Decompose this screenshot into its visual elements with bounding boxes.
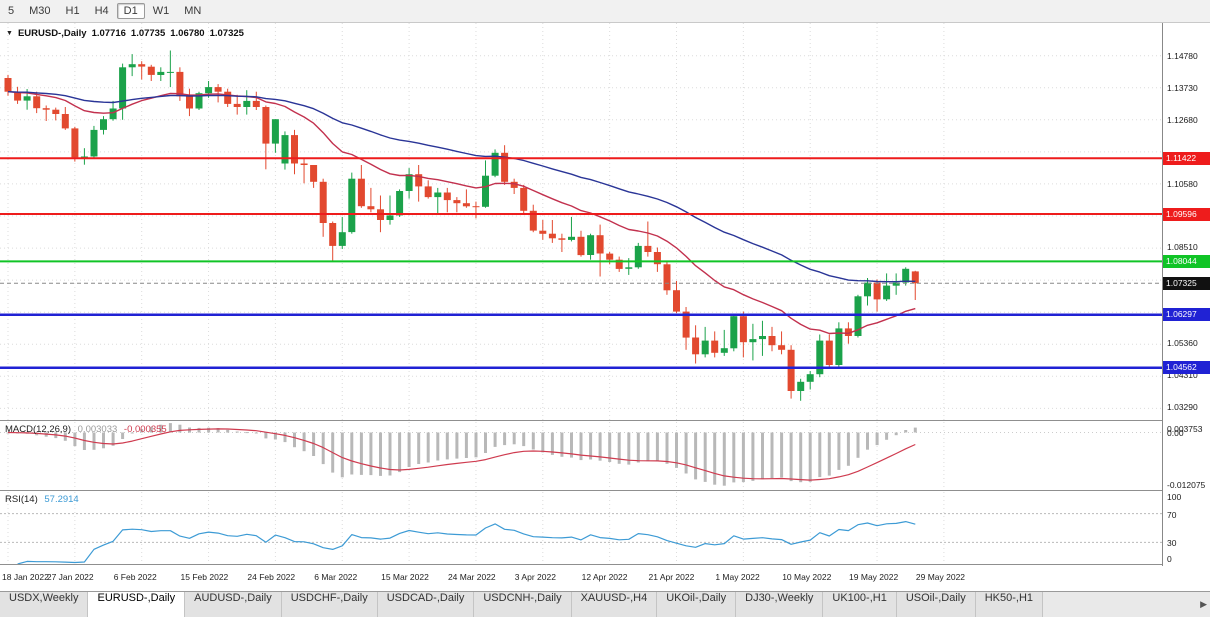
- price-axis-badge: 1.11422: [1163, 151, 1210, 165]
- date-axis-label: 3 Apr 2022: [514, 572, 556, 582]
- macd-signal-value: -0.000355: [123, 424, 167, 435]
- candlestick-chart-canvas[interactable]: [0, 23, 1162, 420]
- axis-label: 0.00: [1167, 427, 1184, 438]
- date-axis-label: 24 Feb 2022: [247, 572, 296, 582]
- chart-tabs-bar: USDX,Weekly EURUSD-,Daily AUDUSD-,Daily USD…: [0, 591, 1210, 617]
- date-axis-label: 1 May 2022: [715, 572, 760, 582]
- axis-label: 1.08510: [1167, 242, 1198, 253]
- date-axis-label: 6 Mar 2022: [314, 572, 358, 582]
- date-axis-label: 24 Mar 2022: [447, 572, 496, 582]
- axis-label: -0.012075: [1167, 480, 1206, 490]
- price-axis-badge: 1.04562: [1163, 361, 1210, 375]
- chart-header: ▼ EURUSD-,Daily 1.07716 1.07735 1.06780 …: [6, 28, 244, 39]
- axis-label: 1.10580: [1167, 178, 1198, 189]
- rsi-panel[interactable]: RSI(14) 57.2914: [0, 492, 1162, 564]
- ohlc-high: 1.07735: [130, 28, 166, 39]
- ohlc-open: 1.07716: [91, 28, 126, 39]
- axis-label: 30: [1167, 538, 1177, 549]
- timeframe-button-h4[interactable]: H4: [94, 5, 109, 17]
- chart-symbol-title: EURUSD-,Daily: [17, 28, 87, 39]
- ohlc-close: 1.07325: [209, 28, 244, 39]
- timeframe-button-5[interactable]: 5: [8, 5, 15, 17]
- timeframe-button-m30[interactable]: M30: [29, 5, 51, 17]
- date-axis-label: 6 Feb 2022: [113, 572, 157, 582]
- timeframe-button-d1[interactable]: D1: [116, 3, 145, 19]
- symbol-tab-audusd-daily[interactable]: AUDUSD-,Daily: [185, 592, 282, 617]
- date-axis-label: 15 Feb 2022: [180, 572, 229, 582]
- date-axis-label: 18 Jan 2022: [2, 572, 49, 582]
- panel-divider[interactable]: [0, 420, 1210, 423]
- tab-scroll-right-icon[interactable]: ▶: [1200, 599, 1207, 609]
- symbol-tab-usdx-weekly[interactable]: USDX,Weekly: [0, 592, 89, 617]
- symbol-tab-dj30-weekly[interactable]: DJ30-,Weekly: [736, 592, 824, 617]
- ohlc-low: 1.06780: [170, 28, 205, 39]
- symbol-tab-eurusd-daily[interactable]: EURUSD-,Daily: [88, 592, 186, 617]
- date-axis-label: 12 Apr 2022: [581, 572, 628, 582]
- date-axis-label: 19 May 2022: [849, 572, 899, 582]
- axis-label: 0.003753: [1167, 424, 1203, 434]
- collapse-panel-icon[interactable]: ▼: [6, 30, 13, 37]
- macd-panel[interactable]: MACD(12,26,9) 0.003033 -0.000355: [0, 422, 1162, 490]
- date-axis-label: 21 Apr 2022: [648, 572, 695, 582]
- timeframe-toolbar: 5 M30 H1 H4 D1 W1 MN: [0, 0, 1210, 23]
- date-axis-label: 27 Jan 2022: [46, 572, 94, 582]
- symbol-tab-usdcad-daily[interactable]: USDCAD-,Daily: [377, 592, 475, 617]
- symbol-tab-ukoil-daily[interactable]: UKOil-,Daily: [657, 592, 737, 617]
- price-axis-badge: 1.08044: [1163, 254, 1210, 268]
- macd-chart-canvas[interactable]: [0, 422, 1162, 490]
- axis-label: 1.03290: [1167, 401, 1198, 412]
- rsi-label: RSI(14) 57.2914: [5, 494, 83, 505]
- timeframe-button-w1[interactable]: W1: [152, 5, 170, 17]
- axis-label: 1.12680: [1167, 114, 1198, 125]
- axis-label: 70: [1167, 509, 1177, 520]
- timeframe-button-h1[interactable]: H1: [65, 5, 80, 17]
- price-axis[interactable]: 1.14780 1.13730 1.12680 1.10580 1.08510 1.053…: [1162, 23, 1210, 566]
- symbol-tab-xauusd-h4[interactable]: XAUUSD-,H4: [571, 592, 658, 617]
- axis-label: 0: [1167, 554, 1172, 564]
- rsi-chart-canvas[interactable]: [0, 492, 1162, 564]
- price-axis-badge: 1.09596: [1163, 207, 1210, 221]
- main-chart-panel[interactable]: ▼ EURUSD-,Daily 1.07716 1.07735 1.06780 …: [0, 23, 1162, 420]
- price-axis-badge: 1.07325: [1163, 276, 1210, 290]
- panel-divider[interactable]: [0, 564, 1210, 567]
- price-axis-badge: 1.06297: [1163, 308, 1210, 322]
- axis-label: 100: [1167, 492, 1182, 502]
- macd-main-value: 0.003033: [77, 424, 118, 435]
- axis-label: 1.05360: [1167, 338, 1198, 349]
- date-axis-label: 10 May 2022: [782, 572, 832, 582]
- symbol-tab-uk100-h1[interactable]: UK100-,H1: [823, 592, 897, 617]
- macd-indicator-name: MACD(12,26,9): [5, 424, 71, 435]
- symbol-tab-hk50-h1[interactable]: HK50-,H1: [975, 592, 1044, 617]
- axis-label: 1.14780: [1167, 50, 1198, 61]
- date-axis-label: 15 Mar 2022: [381, 572, 429, 582]
- panel-divider[interactable]: [0, 490, 1210, 493]
- date-axis-label: 29 May 2022: [915, 572, 966, 582]
- symbol-tab-usdcnh-daily[interactable]: USDCNH-,Daily: [474, 592, 572, 617]
- macd-label: MACD(12,26,9) 0.003033 -0.000355: [5, 424, 171, 435]
- axis-label: 1.13730: [1167, 82, 1198, 93]
- symbol-tab-usoil-daily[interactable]: USOil-,Daily: [896, 592, 976, 617]
- symbol-tab-usdchf-daily[interactable]: USDCHF-,Daily: [281, 592, 378, 617]
- time-axis[interactable]: 18 Jan 2022 27 Jan 2022 6 Feb 2022 15 Feb 2…: [0, 566, 1162, 590]
- axis-label: 1.04310: [1167, 370, 1198, 381]
- rsi-indicator-name: RSI(14): [5, 494, 38, 505]
- timeframe-button-mn[interactable]: MN: [184, 5, 202, 17]
- rsi-value: 57.2914: [44, 494, 79, 505]
